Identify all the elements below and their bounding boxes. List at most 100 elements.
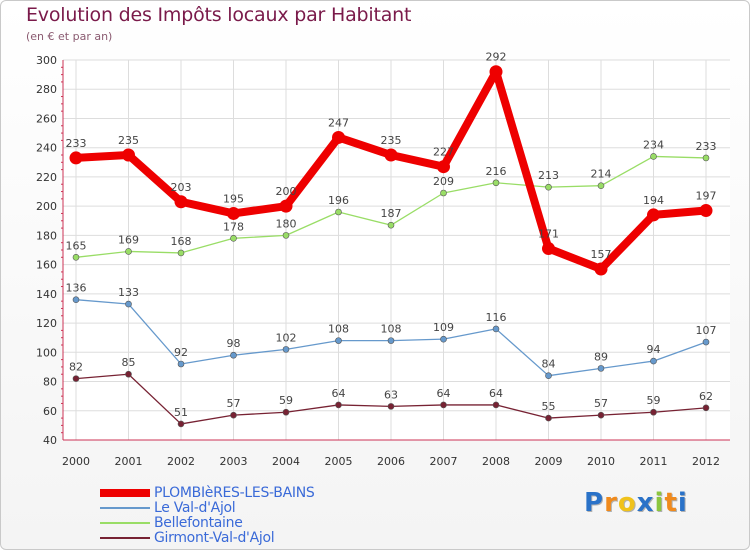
y-tick-label: 80 [43, 376, 57, 389]
data-point [177, 360, 185, 368]
data-point [437, 160, 450, 174]
data-point [69, 151, 83, 165]
data-label: 178 [223, 220, 244, 233]
data-label: 171 [538, 228, 559, 241]
data-point [650, 357, 657, 365]
data-label: 235 [118, 134, 139, 147]
data-label: 187 [381, 207, 402, 220]
data-point [545, 183, 552, 191]
x-tick-label: 2001 [115, 455, 143, 468]
data-label: 168 [171, 235, 192, 248]
data-point [542, 242, 555, 256]
data-point [125, 370, 132, 378]
data-label: 136 [66, 282, 87, 295]
x-tick-label: 2010 [587, 455, 615, 468]
logo-letter: i [677, 488, 688, 518]
y-tick-label: 40 [43, 434, 57, 447]
data-point [440, 189, 447, 197]
x-tick-label: 2005 [325, 455, 353, 468]
data-label: 214 [591, 168, 612, 181]
data-point [597, 182, 605, 189]
legend-swatch [100, 489, 150, 497]
data-label: 108 [328, 323, 349, 336]
data-point [594, 262, 608, 276]
data-point [597, 365, 605, 372]
data-label: 82 [69, 361, 83, 374]
data-point [122, 148, 135, 162]
x-tick-label: 2004 [272, 455, 300, 468]
x-tick-label: 2000 [62, 455, 90, 468]
data-point [335, 208, 342, 216]
y-tick-label: 120 [36, 317, 57, 330]
logo-letter: t [664, 488, 678, 518]
data-point [282, 346, 290, 353]
data-label: 169 [118, 233, 139, 246]
data-label: 216 [486, 165, 507, 178]
data-label: 292 [486, 51, 507, 64]
x-tick-label: 2012 [692, 455, 720, 468]
legend-swatch [100, 522, 150, 524]
data-label: 57 [227, 397, 241, 410]
legend-swatch [100, 537, 150, 539]
data-label: 59 [647, 394, 661, 407]
data-point [125, 248, 132, 255]
data-point [489, 65, 503, 79]
data-label: 235 [381, 134, 402, 147]
y-tick-label: 260 [36, 112, 57, 125]
data-point [227, 206, 240, 220]
data-point [702, 404, 710, 412]
y-tick-label: 100 [36, 346, 57, 359]
y-tick-label: 140 [36, 288, 57, 301]
data-point [597, 411, 605, 419]
data-point [492, 401, 500, 409]
data-point [230, 235, 237, 242]
data-label: 200 [276, 185, 297, 198]
data-label: 213 [538, 169, 559, 182]
proxiti-logo: Proxiti [584, 488, 688, 518]
data-point [335, 401, 342, 409]
data-point [387, 403, 395, 410]
data-label: 195 [223, 192, 244, 205]
data-point [702, 338, 710, 346]
data-label: 64 [489, 387, 503, 400]
data-label: 98 [227, 337, 241, 350]
data-label: 133 [118, 286, 139, 299]
data-point [545, 372, 552, 379]
data-point [650, 408, 657, 416]
data-label: 180 [276, 217, 297, 230]
data-point [647, 208, 660, 222]
data-point [282, 232, 290, 239]
data-point [492, 325, 500, 333]
x-tick-label: 2007 [430, 455, 458, 468]
data-label: 62 [699, 390, 713, 403]
legend-label: Le Val-d'Ajol [154, 500, 236, 516]
data-label: 194 [643, 194, 664, 207]
x-tick-label: 2008 [482, 455, 510, 468]
y-tick-label: 160 [36, 259, 57, 272]
data-label: 102 [276, 331, 297, 344]
logo-letter: o [617, 488, 637, 518]
legend-swatch [100, 507, 150, 509]
legend-label: Girmont-Val-d'Ajol [154, 530, 275, 546]
data-label: 197 [696, 190, 717, 203]
data-label: 165 [66, 239, 87, 252]
data-label: 85 [122, 356, 136, 369]
plot-area [63, 60, 730, 440]
chart-title: Evolution des Impôts locaux par Habitant [26, 4, 412, 26]
data-label: 233 [66, 137, 87, 150]
data-point [387, 221, 395, 229]
data-label: 51 [174, 406, 188, 419]
legend-label: Bellefontaine [154, 515, 243, 531]
data-label: 116 [486, 311, 507, 324]
data-label: 63 [384, 388, 398, 401]
data-point [177, 420, 185, 428]
data-label: 64 [437, 387, 451, 400]
data-label: 94 [647, 343, 661, 356]
data-label: 84 [542, 358, 556, 371]
data-point [332, 130, 345, 144]
data-label: 92 [174, 346, 188, 359]
data-label: 227 [433, 146, 454, 159]
data-label: 247 [328, 116, 349, 129]
logo-letter: P [584, 488, 605, 518]
data-label: 196 [328, 194, 349, 207]
